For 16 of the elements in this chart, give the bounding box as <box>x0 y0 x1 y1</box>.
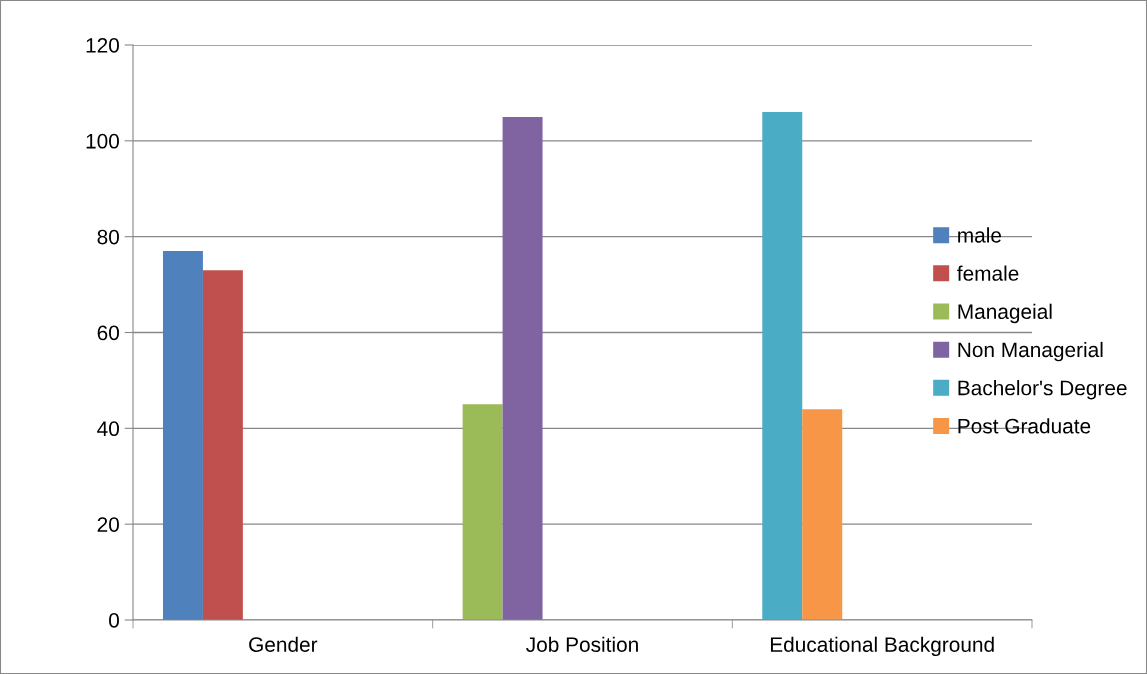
y-tick-label: 0 <box>109 613 119 628</box>
legend-label: Manageial <box>958 303 1052 324</box>
y-tick-label: 40 <box>97 421 119 437</box>
y-tick-label: 60 <box>97 325 119 341</box>
x-tick-label: Job Position <box>526 636 638 652</box>
y-tick-label: 120 <box>86 38 119 53</box>
legend-label: Non Managerial <box>958 341 1103 362</box>
y-tick-label: 20 <box>97 517 119 532</box>
y-tick-label: 80 <box>97 229 119 245</box>
x-tick-label: Educational Background <box>770 636 994 657</box>
legend-label: Bachelor's Degree <box>958 380 1127 400</box>
x-tick-label: Gender <box>249 636 318 652</box>
legend-label: male <box>958 227 1002 243</box>
legend-label: Post Graduate <box>958 418 1091 434</box>
legend-label: female <box>957 265 1019 281</box>
y-tick-label: 100 <box>86 133 119 149</box>
